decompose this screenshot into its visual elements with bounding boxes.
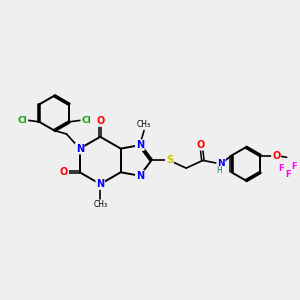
- Text: CH₃: CH₃: [93, 200, 107, 209]
- Text: S: S: [166, 155, 173, 165]
- Text: F: F: [291, 161, 297, 170]
- Text: O: O: [96, 116, 104, 126]
- Text: O: O: [272, 151, 280, 160]
- Text: F: F: [278, 164, 284, 173]
- Text: N: N: [217, 159, 225, 168]
- Text: CH₃: CH₃: [137, 120, 151, 129]
- Text: N: N: [96, 179, 104, 189]
- Text: Cl: Cl: [81, 116, 91, 124]
- Text: O: O: [197, 140, 205, 150]
- Text: F: F: [286, 169, 291, 178]
- Text: N: N: [136, 140, 144, 150]
- Text: H: H: [216, 167, 222, 176]
- Text: Cl: Cl: [18, 116, 27, 124]
- Text: N: N: [76, 144, 84, 154]
- Text: O: O: [60, 167, 68, 177]
- Text: N: N: [136, 171, 144, 181]
